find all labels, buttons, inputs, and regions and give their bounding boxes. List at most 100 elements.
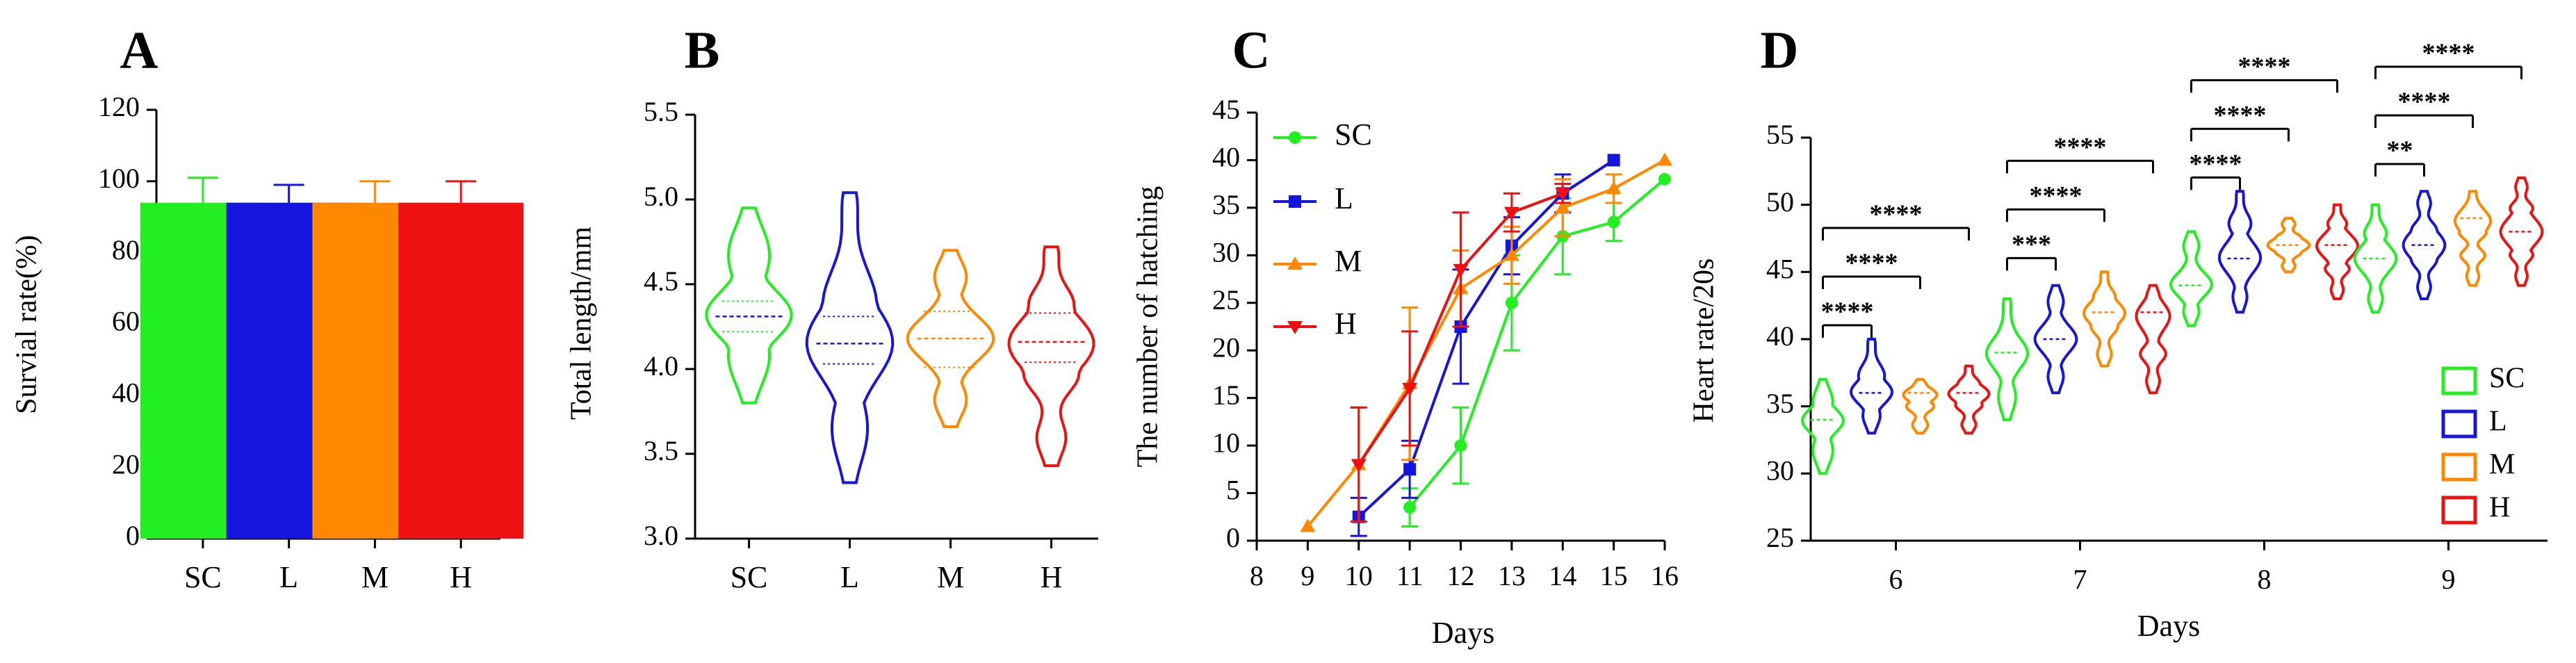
- point-H: [1351, 459, 1367, 473]
- panel-b-y-tick-label: 5.0: [644, 181, 678, 212]
- legend-label-SC: SC: [1335, 117, 1372, 152]
- significance-stars: ****: [1845, 249, 1898, 278]
- violin-L: [805, 191, 895, 484]
- panel-b-y-tick-label: 4.5: [644, 265, 678, 297]
- legend-box-H: [2441, 496, 2477, 525]
- significance-stars: ****: [2214, 101, 2267, 130]
- panel-a-label: A: [120, 21, 158, 79]
- panel-c-x-tick-label: 8: [1250, 560, 1264, 591]
- panel-c-y-tick-label: 0: [1226, 522, 1240, 553]
- panel-a-survival-bar-chart: A Survial rate(%) 0 20 40 60 80 100 120 SC L M H: [11, 21, 524, 594]
- panel-d-label: D: [1761, 21, 1799, 79]
- point-SC: [1658, 172, 1671, 186]
- legend-marker-H: [1287, 321, 1303, 334]
- panel-b-y-tick-label: 3.0: [644, 520, 678, 551]
- point-L: [1607, 154, 1620, 167]
- point-H: [1402, 382, 1418, 396]
- violin-M: [906, 249, 995, 428]
- panel-b-x-tick-label: SC: [731, 560, 768, 594]
- legend-label-H: H: [1335, 306, 1357, 341]
- panel-c-x-tick-label: 13: [1498, 560, 1526, 591]
- violin-day8-M: [2266, 217, 2311, 274]
- significance-stars: ****: [2238, 52, 2291, 81]
- legend-marker-M: [1287, 256, 1303, 270]
- legend-box-SC: [2441, 366, 2477, 395]
- violin-day9-SC: [2353, 203, 2398, 314]
- panel-b-y-tick-label: 3.5: [644, 435, 678, 466]
- panel-c-x-tick-label: 14: [1549, 560, 1576, 591]
- panel-c-x-tick-label: 11: [1396, 560, 1424, 591]
- panel-c-y-tick-label: 45: [1212, 94, 1240, 125]
- panel-c-y-tick-label: 25: [1212, 284, 1240, 316]
- panel-d-y-tick-label: 45: [1766, 254, 1794, 285]
- violin-day6-M: [1902, 378, 1939, 435]
- panel-d-y-axis-label: Heart rate/20s: [1688, 259, 1720, 423]
- panel-c-hatching-line-chart: C The number of hatching Days 0 5 10 15 20 25 30 3…: [1132, 21, 1679, 650]
- panel-a-y-axis-label: Survial rate(%): [11, 235, 43, 414]
- panel-d-y-tick-label: 40: [1766, 320, 1794, 352]
- point-M: [1300, 518, 1316, 532]
- violin-day7-M: [2082, 270, 2126, 368]
- significance-stars: ****: [2054, 133, 2107, 162]
- series-line-L: [1358, 158, 1615, 518]
- panel-c-y-tick-label: 35: [1212, 189, 1240, 220]
- panel-d-y-tick-label: 30: [1766, 455, 1794, 486]
- panel-b-length-violin-chart: B Total length/mm 3.0 3.5 4.0 4.5 5.0 5.5 SC L M H: [566, 21, 1098, 594]
- panel-c-y-axis-label: The number of hatching: [1132, 186, 1164, 468]
- violin-day9-H: [2499, 177, 2544, 287]
- panel-a-x-tick-label: SC: [184, 560, 222, 594]
- legend-marker-L: [1289, 195, 1301, 208]
- panel-a-y-tick-label: 100: [98, 163, 140, 194]
- panel-d-x-tick-label: 6: [1889, 564, 1903, 595]
- significance-stars: ****: [2398, 88, 2451, 117]
- violin-day6-SC: [1801, 378, 1845, 475]
- violin-day7-H: [2135, 284, 2171, 395]
- panel-a-y-tick-label: 40: [112, 377, 140, 409]
- legend-box-L: [2441, 409, 2477, 439]
- point-H: [1555, 188, 1571, 202]
- panel-d-y-tick-label: 50: [1766, 186, 1794, 218]
- legend-marker-SC: [1289, 131, 1301, 144]
- point-H: [1453, 263, 1469, 277]
- panel-b-y-tick-label: 5.5: [644, 96, 678, 127]
- panel-a-y-tick-label: 120: [98, 91, 140, 122]
- point-M: [1503, 247, 1519, 261]
- violin-day8-SC: [2169, 230, 2213, 327]
- panel-c-x-tick-label: 15: [1600, 560, 1628, 591]
- violin-SC: [705, 206, 793, 404]
- panel-b-x-tick-label: L: [840, 560, 859, 594]
- panel-a-y-tick-label: 0: [126, 520, 140, 551]
- legend-label-M: M: [2489, 449, 2515, 481]
- panel-c-y-tick-label: 15: [1212, 379, 1240, 411]
- panel-a-x-tick-label: H: [450, 560, 472, 594]
- violin-day9-M: [2453, 190, 2493, 287]
- bar-H: [398, 202, 524, 539]
- significance-stars: ****: [2422, 39, 2475, 68]
- series-line-M: [1306, 158, 1665, 527]
- violin-day8-H: [2315, 203, 2359, 300]
- violin-day7-SC: [1984, 297, 2030, 421]
- point-L: [1403, 463, 1417, 476]
- panel-a-x-tick-label: L: [279, 560, 298, 594]
- panel-b-y-tick-label: 4.0: [644, 350, 678, 382]
- panel-c-y-tick-label: 40: [1212, 142, 1240, 173]
- legend-label-SC: SC: [2489, 363, 2525, 395]
- panel-b-x-tick-label: M: [937, 560, 964, 594]
- panel-d-x-axis-label: Days: [2137, 609, 2200, 643]
- panel-a-y-tick-label: 20: [112, 448, 140, 480]
- panel-c-label: C: [1232, 21, 1271, 79]
- panel-d-y-tick-label: 55: [1766, 119, 1794, 150]
- legend-box-M: [2441, 452, 2477, 482]
- point-M: [1657, 152, 1672, 166]
- panel-a-y-tick-label: 60: [112, 306, 140, 337]
- panel-c-x-axis-label: Days: [1432, 616, 1494, 650]
- panel-c-y-tick-label: 10: [1212, 427, 1240, 458]
- legend-label-H: H: [2489, 492, 2510, 524]
- significance-stars: ***: [2012, 230, 2051, 259]
- panel-c-y-tick-label: 5: [1226, 475, 1240, 506]
- violin-H: [1007, 245, 1095, 468]
- point-SC: [1454, 439, 1467, 452]
- panel-d-y-tick-label: 35: [1766, 388, 1794, 419]
- point-M: [1555, 199, 1571, 213]
